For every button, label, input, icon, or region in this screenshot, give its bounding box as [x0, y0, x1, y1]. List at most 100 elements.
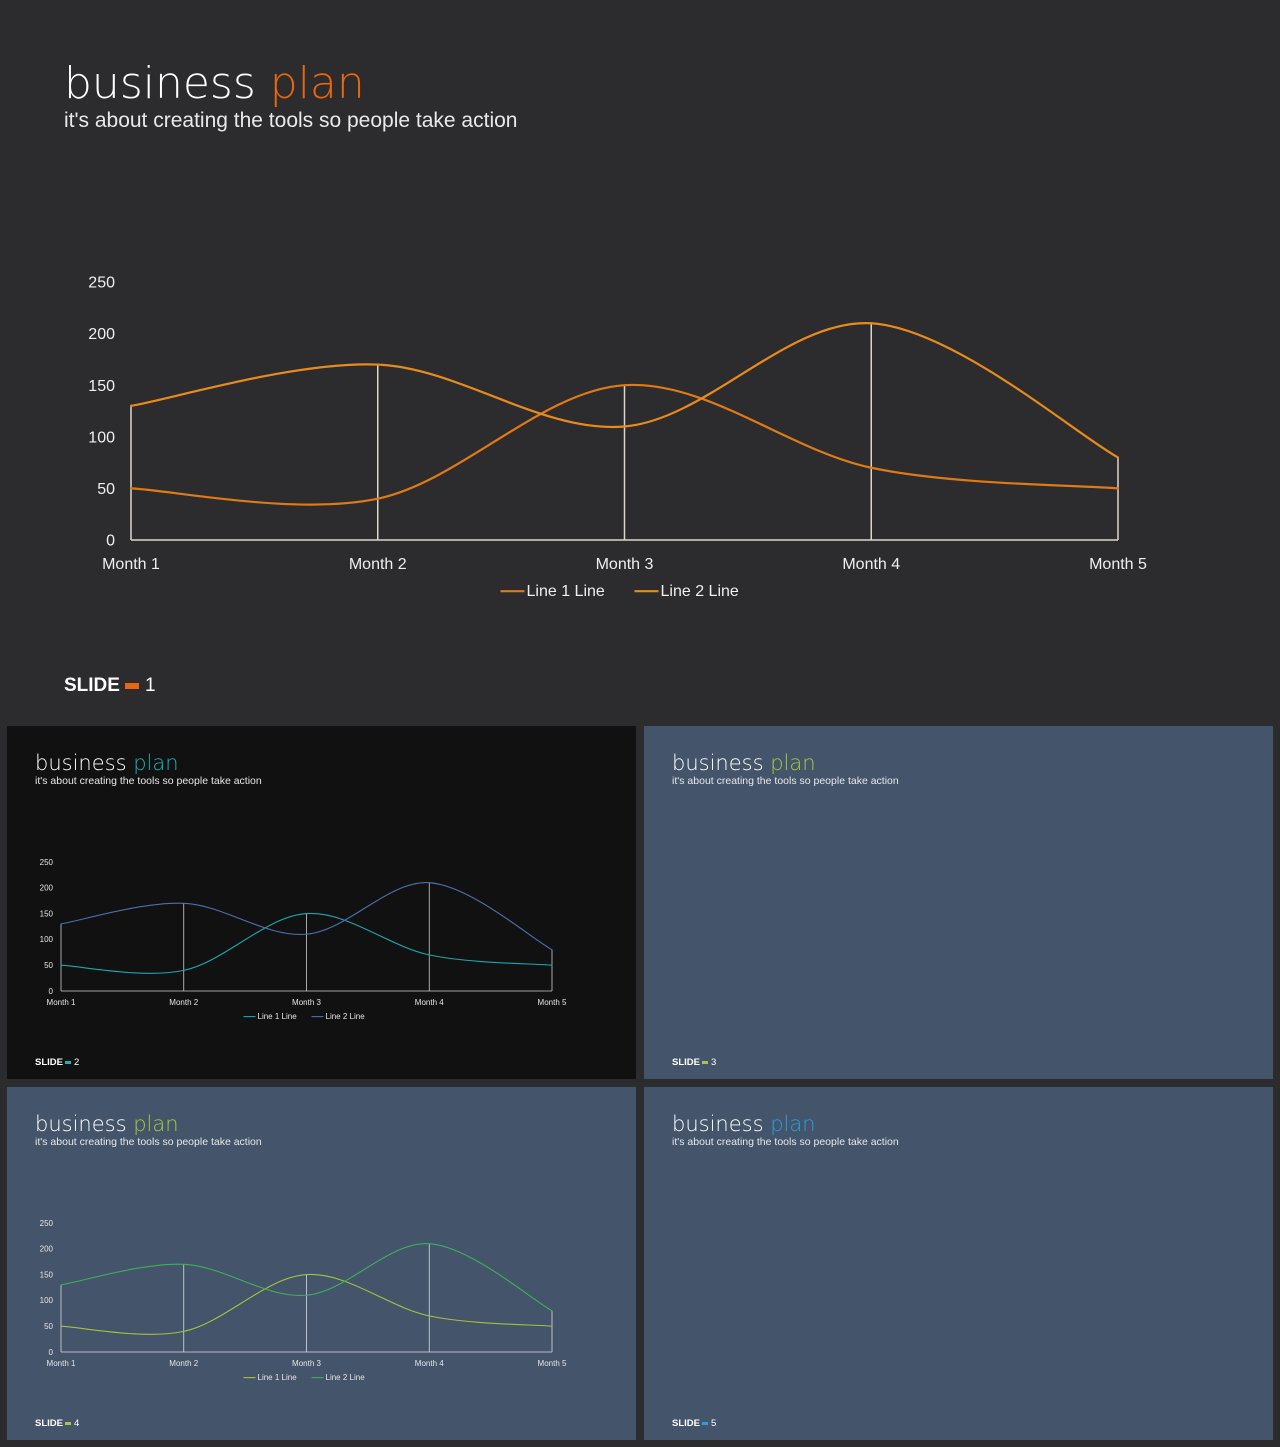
slide-title: business plan: [64, 62, 517, 106]
legend-label: Line 1 Line: [258, 1373, 298, 1382]
slide-2: business plan it's about creating the to…: [7, 726, 636, 1079]
slide-label: SLIDE 4: [35, 1418, 79, 1429]
slide-subtitle: it's about creating the tools so people …: [672, 1136, 899, 1148]
slide-label-number: 5: [710, 1418, 717, 1429]
slide-label-number: 1: [144, 675, 156, 696]
title-accent: plan: [269, 58, 365, 109]
slide-1: business plan it's about creating the to…: [0, 0, 1280, 722]
title-block: business plan it's about creating the to…: [64, 62, 517, 133]
slide-3: business plan it's about creating the to…: [644, 726, 1273, 1079]
y-tick-label: 250: [40, 1219, 54, 1228]
slide-4: business plan it's about creating the to…: [7, 1087, 636, 1440]
series-line-1: [129, 383, 1120, 506]
title-block: business plan it's about creating the to…: [672, 1114, 899, 1149]
slide-label-word: SLIDE: [672, 1418, 700, 1429]
legend-label: Line 2 Line: [326, 1373, 366, 1382]
slide-label-marker: [64, 1061, 71, 1064]
x-tick-label: Month 4: [415, 998, 444, 1007]
slide-label-word: SLIDE: [35, 1418, 63, 1429]
y-tick-label: 250: [40, 858, 54, 867]
y-tick-label: 100: [88, 429, 115, 446]
title-block: business plan it's about creating the to…: [35, 753, 262, 788]
slide-title: business plan: [672, 1114, 899, 1135]
title-word: business: [35, 1112, 127, 1136]
y-tick-label: 50: [97, 481, 115, 498]
slide-label-number: 4: [73, 1418, 80, 1429]
series-line-2: [129, 322, 1120, 459]
y-tick-label: 200: [40, 884, 54, 893]
chart: 0 50 100 150 200 250 Month 1 Month 2 Month 3 Mont…: [88, 275, 1147, 600]
x-tick-label: Month 3: [596, 556, 654, 573]
slide-subtitle: it's about creating the tools so people …: [64, 109, 518, 132]
slide-5: business plan it's about creating the to…: [644, 1087, 1273, 1440]
slide-title: business plan: [35, 753, 262, 774]
title-accent: plan: [770, 751, 816, 775]
slide-label-marker: [701, 1422, 708, 1425]
slide-label: SLIDE 1: [64, 675, 156, 697]
x-tick-label: Month 4: [842, 556, 900, 573]
chart: 0 50 100 150 200 250 Month 1 Month 2 Month 3 Mont…: [40, 858, 567, 1021]
title-word: business: [35, 751, 127, 775]
y-tick-label: 200: [40, 1245, 54, 1254]
x-tick-label: Month 1: [47, 998, 76, 1007]
x-tick-label: Month 2: [169, 1359, 198, 1368]
y-tick-label: 100: [40, 935, 54, 944]
series-line-1: [60, 1274, 553, 1335]
x-tick-label: Month 1: [102, 556, 160, 573]
x-tick-label: Month 5: [538, 998, 567, 1007]
legend-label: Line 2 Line: [326, 1012, 366, 1021]
slide-title: business plan: [35, 1114, 262, 1135]
title-accent: plan: [133, 1112, 179, 1136]
y-tick-label: 150: [40, 1270, 54, 1279]
slide-subtitle: it's about creating the tools so people …: [35, 775, 262, 787]
title-word: business: [64, 58, 256, 109]
title-block: business plan it's about creating the to…: [672, 753, 899, 788]
series-line-1: [60, 913, 553, 974]
y-tick-label: 200: [88, 326, 115, 343]
title-accent: plan: [133, 751, 179, 775]
y-tick-label: 0: [49, 987, 54, 996]
slide-label-number: 2: [73, 1057, 80, 1068]
x-tick-label: Month 5: [538, 1359, 567, 1368]
legend-label: Line 1 Line: [527, 583, 605, 600]
y-tick-label: 150: [88, 378, 115, 395]
y-tick-label: 0: [49, 1348, 54, 1357]
title-word: business: [672, 1112, 764, 1136]
y-tick-label: 0: [106, 533, 115, 550]
legend-label: Line 2 Line: [661, 583, 739, 600]
x-tick-label: Month 5: [1089, 556, 1147, 573]
slide-label: SLIDE 2: [35, 1057, 79, 1068]
slide-subtitle: it's about creating the tools so people …: [35, 1136, 262, 1148]
x-tick-label: Month 2: [349, 556, 407, 573]
title-accent: plan: [770, 1112, 816, 1136]
title-block: business plan it's about creating the to…: [35, 1114, 262, 1149]
slide-label-marker: [64, 1422, 71, 1425]
x-tick-label: Month 1: [47, 1359, 76, 1368]
y-tick-label: 150: [40, 909, 54, 918]
slide-label-word: SLIDE: [64, 675, 120, 696]
y-tick-label: 250: [88, 275, 115, 292]
slide-label-marker: [701, 1061, 708, 1064]
slide-label-word: SLIDE: [672, 1057, 700, 1068]
legend-label: Line 1 Line: [258, 1012, 298, 1021]
slide-label-word: SLIDE: [35, 1057, 63, 1068]
chart: 0 50 100 150 200 250 Month 1 Month 2 Month 3 Mont…: [40, 1219, 567, 1382]
slide-subtitle: it's about creating the tools so people …: [672, 775, 899, 787]
y-tick-label: 50: [44, 1322, 53, 1331]
slide-title: business plan: [672, 753, 899, 774]
x-tick-label: Month 3: [292, 1359, 321, 1368]
slide-label-marker: [124, 683, 139, 689]
series-line-2: [60, 1243, 553, 1312]
x-tick-label: Month 3: [292, 998, 321, 1007]
x-tick-label: Month 4: [415, 1359, 444, 1368]
series-line-2: [60, 882, 553, 951]
slide-label: SLIDE 5: [672, 1418, 716, 1429]
y-tick-label: 100: [40, 1296, 54, 1305]
y-tick-label: 50: [44, 961, 53, 970]
slide-label-number: 3: [710, 1057, 717, 1068]
x-tick-label: Month 2: [169, 998, 198, 1007]
slide-label: SLIDE 3: [672, 1057, 716, 1068]
title-word: business: [672, 751, 764, 775]
